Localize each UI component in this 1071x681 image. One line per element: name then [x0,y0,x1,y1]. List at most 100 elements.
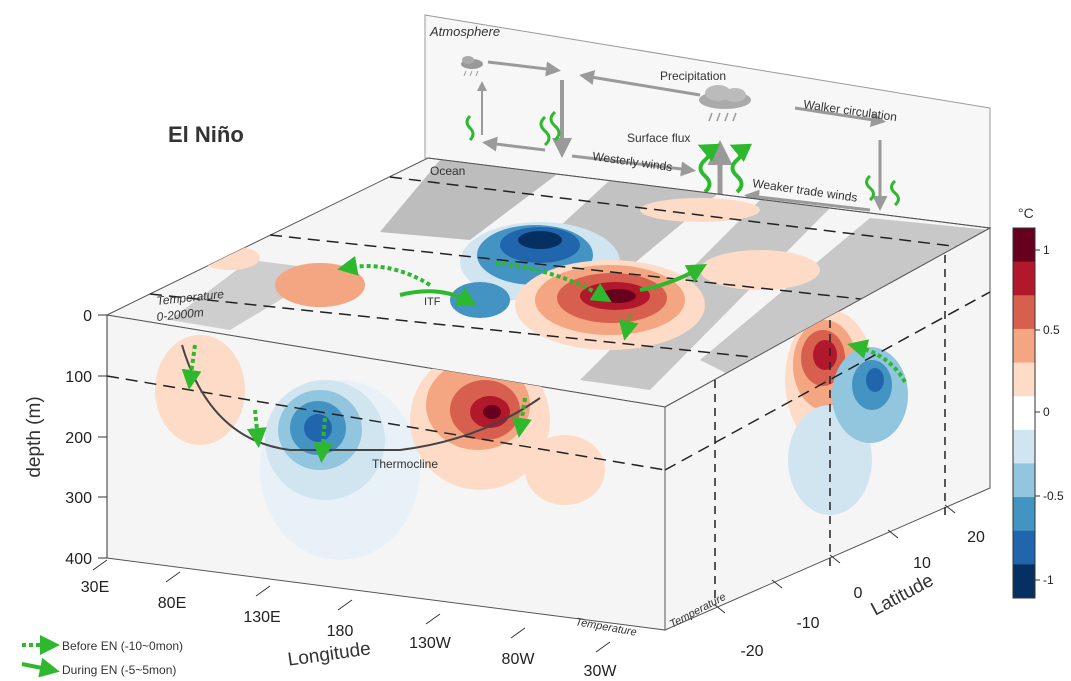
before-arrow-top-west [337,256,432,287]
colorbar-swatch [1013,228,1035,263]
legend-during-label: During EN (-5~5mon) [62,663,176,677]
before-arrow-front-3 [313,417,333,463]
longitude-axis-label: Longitude [286,638,372,670]
flux-squiggle-4 [697,143,721,194]
warm-anomaly-east [700,250,820,290]
legend-during-arrow-icon [21,657,60,678]
depth-axis: 0 100 200 300 400 depth (m) [24,308,108,568]
before-arrow-side [847,339,907,384]
longitude-tick-mark [595,641,611,653]
colorbar-swatch [1013,295,1035,330]
before-arrow-front-2 [246,409,267,448]
small-cloud-icon [461,56,483,77]
ocean-label: Ocean [430,164,465,178]
latitude-tick-mark [829,554,841,564]
depth-axis-label: depth (m) [24,396,45,477]
latitude-tick-label: -20 [740,643,763,660]
legend-before-label: Before EN (-10~0mon) [62,639,183,653]
temperature-top-range: 0-2000m [156,305,205,324]
depth-tick-label: 0 [83,308,92,325]
longitude-tick-label: 130W [409,635,452,652]
front-warm-east [525,435,605,505]
warm-anomaly-west [275,263,365,307]
latitude-tick-label: 20 [967,529,985,546]
gray-band-1 [380,160,560,240]
flux-squiggle-5 [729,143,753,194]
ocean-front-face: Thermocline Temperature [106,314,666,639]
latitude-tick-label: 0 [854,585,863,602]
colorbar-tick-label: 1 [1043,243,1050,257]
thermocline-line [181,344,541,451]
depth-tick-label: 100 [65,369,92,386]
precipitation-label: Precipitation [660,69,726,83]
latitude-tick-mark [887,529,899,539]
colorbar-swatch [1013,396,1035,431]
latitude-tick-mark [944,504,956,514]
longitude-tick-mark [510,627,526,639]
legend: Before EN (-10~0mon) During EN (-5~5mon) [21,635,183,678]
itf-arrow [399,287,477,306]
latitude-tick-label: -10 [796,615,819,632]
longitude-tick-mark [165,571,181,583]
cool-anomaly-south [450,282,510,318]
longitude-tick-label: 30E [81,579,109,596]
surface-flux-label: Surface flux [627,131,690,145]
latitude-tick-mark [771,579,783,589]
colorbar-tick-label: 0.5 [1043,323,1060,337]
walker-arrow-west-top [487,60,561,77]
colorbar-unit: °C [1018,205,1034,221]
colorbar-swatch [1013,463,1035,498]
walker-arrow-east-top [794,106,886,128]
longitude-tick-label: 130E [243,609,280,626]
before-arrow-front-4 [511,397,532,438]
colorbar-swatch [1013,362,1035,397]
longitude-tick-label: 80E [158,595,186,612]
colorbar-tick-label: -0.5 [1043,489,1064,503]
depth-tick-label: 400 [65,551,92,568]
colorbar-swatch [1013,497,1035,532]
longitude-tick-mark [337,599,353,611]
side-cool-core [866,368,884,392]
colorbar-swatch [1013,429,1035,464]
flux-squiggle-3 [549,110,561,142]
trade-wind-arrow [744,189,871,212]
warm-anomaly-north [640,198,760,222]
latitude-tick-label: 10 [913,555,931,572]
ocean-top-surface: Ocean Temperature 0-2000m ITF [105,157,992,408]
rain-cloud-icon [699,85,751,122]
before-arrow-front-1 [181,344,202,390]
longitude-tick-mark [92,559,108,571]
side-warm-inner [813,340,837,370]
flux-squiggle-1 [465,114,475,142]
depth-tick-label: 300 [65,490,92,507]
colorbar-tick-label: -1 [1043,573,1054,587]
itf-label: ITF [424,296,441,308]
colorbar-swatch [1013,261,1035,296]
latitude-tick-mark [714,604,726,614]
surface-arrow-west [482,136,546,152]
longitude-tick-label: 80W [502,651,536,668]
colorbar-tick-label: 0 [1043,405,1050,419]
atmosphere-label: Atmosphere [429,24,500,39]
westerly-arrow [571,154,696,177]
longitude-tick-label: 180 [327,623,354,640]
flux-squiggle-7 [890,179,900,207]
colorbar-swatch [1013,328,1035,364]
gray-band-4 [700,218,990,380]
front-warm-core [483,405,501,419]
warm-anomaly-far-west [200,246,260,270]
flux-squiggle-2 [539,115,551,147]
during-arrow-top [639,264,707,292]
colorbar: °C 1 0.5 0 -0.5 -1 [1012,205,1064,599]
longitude-tick-mark [255,585,271,597]
diagram-title: El Niño [168,122,244,147]
longitude-tick-mark [425,613,441,625]
colorbar-swatch [1013,530,1035,565]
front-cool-core [304,414,332,442]
depth-tick-label: 200 [65,430,92,447]
thermocline-label: Thermocline [372,457,438,471]
longitude-tick-label: 30W [584,663,618,680]
flux-squiggle-6 [865,174,875,202]
latitude-axis-label: Latitude [868,570,938,620]
